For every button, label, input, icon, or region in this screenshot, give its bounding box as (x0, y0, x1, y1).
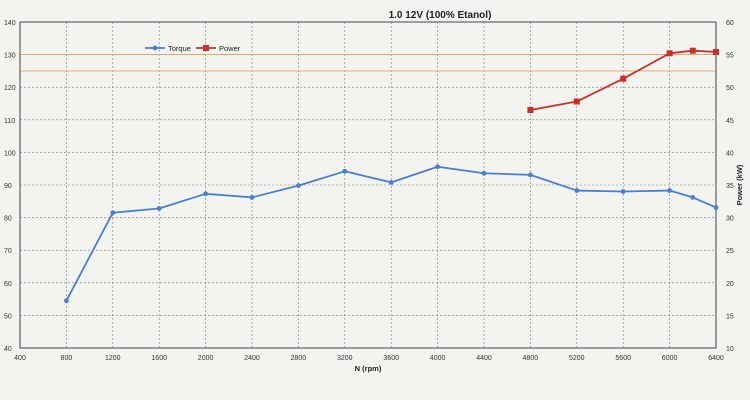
legend-power-label: Power (219, 44, 241, 53)
y-tick-label-right: 30 (726, 216, 734, 223)
plot-frame (19, 21, 717, 349)
y-tick-label-right: 35 (726, 183, 734, 190)
y-tick-label-right: 15 (726, 313, 734, 320)
y-tick-label-left: 50 (4, 313, 12, 320)
torque-point (249, 194, 255, 200)
x-tick-label: 6400 (708, 355, 724, 362)
legend: Torque Power (145, 44, 241, 53)
y-axis-right-ticks: 10 15 20 25 30 35 40 45 50 55 60 (726, 20, 734, 353)
torque-point (713, 205, 719, 210)
x-tick-label: 2400 (244, 355, 260, 362)
torque-point (667, 188, 672, 193)
x-tick-label: 3600 (383, 355, 399, 362)
y-tick-label-right: 45 (726, 118, 734, 125)
torque-line (65, 165, 717, 302)
torque-point (388, 179, 394, 185)
torque-point (481, 170, 487, 176)
y-tick-label-right: 40 (726, 150, 734, 157)
y-tick-label-left: 70 (4, 248, 12, 255)
power-point (689, 47, 696, 54)
x-axis-title: N (rpm) (355, 364, 382, 373)
y-tick-label-right: 60 (726, 20, 734, 27)
y-tick-label-right: 25 (726, 248, 734, 255)
torque-point (64, 298, 69, 304)
x-tick-label: 800 (61, 355, 73, 362)
series-layer (64, 47, 719, 304)
x-tick-label: 400 (14, 355, 26, 362)
torque-point (620, 189, 626, 194)
x-tick-label: 3200 (337, 355, 353, 362)
y-tick-label-left: 60 (4, 281, 12, 288)
torque-point (574, 188, 580, 193)
y-axis-left-ticks: 40 50 60 70 80 90 100 110 120 130 140 (4, 20, 16, 353)
x-tick-label: 6000 (662, 355, 678, 362)
torque-point (342, 168, 348, 174)
torque-point (690, 194, 696, 200)
power-point (527, 107, 534, 114)
x-tick-label: 5600 (615, 355, 631, 362)
y-tick-label-left: 120 (4, 85, 16, 92)
power-point (620, 75, 627, 82)
y-tick-label-right: 20 (726, 281, 734, 288)
power-line (530, 49, 717, 111)
torque-point (528, 172, 533, 178)
legend-torque-marker (152, 45, 158, 51)
y-tick-label-left: 110 (4, 118, 15, 125)
y-tick-label-right: 10 (726, 346, 734, 353)
x-tick-label: 4000 (430, 355, 446, 362)
y-tick-label-left: 100 (4, 150, 16, 157)
y-tick-label-left: 80 (4, 216, 12, 223)
y-tick-label-left: 40 (4, 346, 12, 353)
chart-title: 1.0 12V (100% Etanol) (389, 10, 492, 21)
y-tick-label-left: 140 (4, 20, 16, 27)
x-tick-label: 2800 (291, 355, 307, 362)
x-tick-label: 4400 (476, 355, 492, 362)
power-point (666, 50, 673, 57)
power-point (573, 98, 580, 105)
y-tick-label-left: 90 (4, 183, 12, 190)
torque-point (156, 206, 162, 211)
y-tick-label-right: 50 (726, 85, 734, 92)
x-tick-label: 2000 (198, 355, 214, 362)
x-tick-label: 5200 (569, 355, 585, 362)
power-point (713, 48, 719, 55)
y-axis-right-title: Power (kW) (735, 164, 744, 205)
x-tick-label: 1600 (151, 355, 167, 362)
torque-point (296, 183, 301, 189)
legend-power-marker (203, 45, 209, 51)
y-tick-label-right: 55 (726, 53, 734, 60)
y-tick-label-left: 130 (4, 53, 16, 60)
x-tick-label: 1200 (105, 355, 121, 362)
x-tick-label: 4800 (523, 355, 539, 362)
torque-point (203, 191, 209, 197)
reference-lines (20, 54, 716, 72)
torque-point (110, 210, 116, 216)
torque-point (435, 164, 440, 170)
x-axis-ticks: 400 800 1200 1600 2000 2400 2800 3200 3600 4000 44… (14, 355, 724, 362)
legend-torque-label: Torque (168, 44, 191, 53)
